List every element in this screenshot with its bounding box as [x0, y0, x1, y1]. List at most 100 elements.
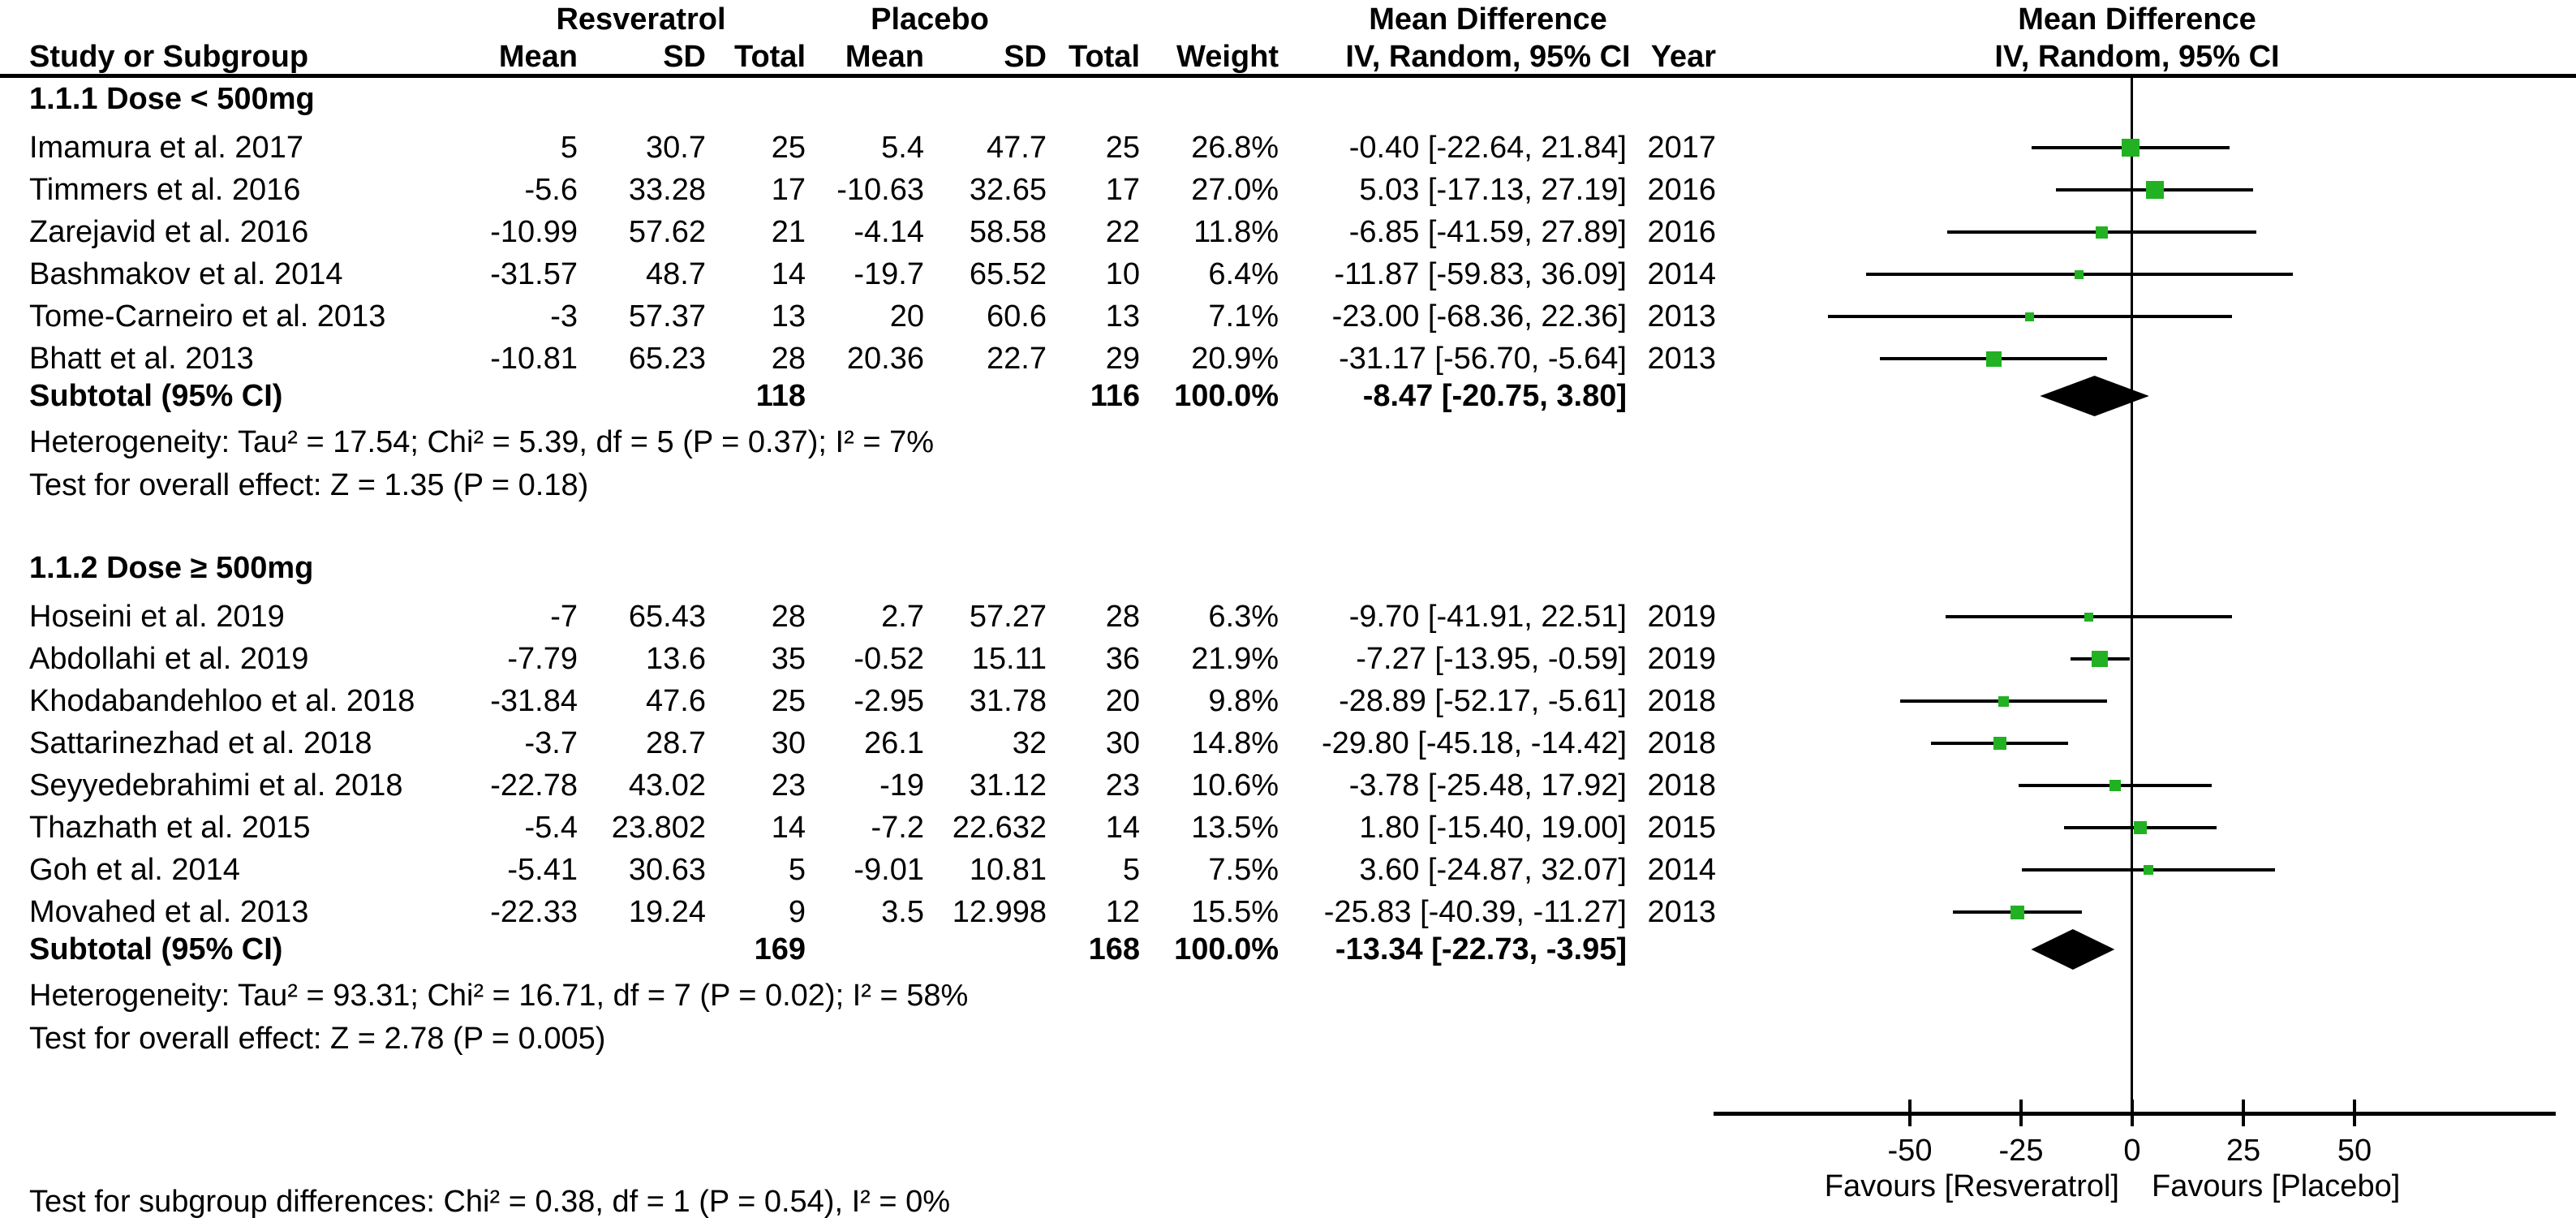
value-cell: 7.5%: [1208, 853, 1279, 887]
study-name: Subtotal (95% CI): [29, 379, 283, 413]
value-cell: 168: [1088, 932, 1140, 966]
value-cell: 20.36: [846, 342, 924, 376]
overall-effect-note: Test for overall effect: Z = 1.35 (P = 0…: [29, 468, 589, 502]
zero-effect-line: [2131, 78, 2133, 1112]
value-cell: 47.6: [646, 684, 706, 718]
value-cell: 6.3%: [1208, 600, 1279, 634]
value-cell: 2.7: [881, 600, 924, 634]
value-cell: 22: [1105, 215, 1140, 249]
favours-right-label: Favours [Placebo]: [2152, 1169, 2401, 1203]
value-cell: -2.95: [854, 684, 924, 718]
value-cell: 31.12: [969, 768, 1047, 803]
effect-square: [2084, 612, 2094, 622]
ci-text-cell: -31.17 [-56.70, -5.64]: [1339, 342, 1627, 376]
value-cell: 7.1%: [1208, 299, 1279, 334]
value-cell: -7.79: [507, 642, 578, 676]
year-cell: 2016: [1647, 173, 1716, 207]
effect-square: [1993, 737, 2006, 750]
x-axis-tick-label: 50: [2337, 1134, 2372, 1168]
value-cell: 20: [889, 299, 924, 334]
value-cell: 12: [1105, 895, 1140, 929]
value-cell: 21.9%: [1191, 642, 1279, 676]
value-cell: 10: [1105, 257, 1140, 291]
value-cell: -10.63: [836, 173, 924, 207]
value-cell: 15.11: [971, 642, 1047, 676]
effect-square: [2121, 139, 2139, 157]
effect-square: [2025, 312, 2035, 321]
year-cell: 2016: [1647, 215, 1716, 249]
effect-square: [2010, 905, 2024, 919]
ci-text-cell: -3.78 [-25.48, 17.92]: [1348, 768, 1627, 803]
value-cell: 9: [788, 895, 806, 929]
value-cell: -31.84: [490, 684, 578, 718]
value-cell: 19.24: [628, 895, 706, 929]
value-cell: 35: [771, 642, 806, 676]
column-header: Total: [1069, 40, 1140, 74]
favours-left-label: Favours [Resveratrol]: [1824, 1169, 2119, 1203]
value-cell: -0.52: [854, 642, 924, 676]
study-name: Khodabandehloo et al. 2018: [29, 684, 415, 718]
ci-text-cell: -9.70 [-41.91, 22.51]: [1348, 600, 1627, 634]
x-axis-tick: [2131, 1100, 2134, 1126]
header-divider-line: [0, 74, 2576, 78]
value-cell: -5.4: [524, 811, 578, 845]
year-cell: 2019: [1647, 642, 1716, 676]
ci-text-cell: 1.80 [-15.40, 19.00]: [1359, 811, 1627, 845]
value-cell: 65.23: [628, 342, 706, 376]
x-axis-tick-label: 25: [2226, 1134, 2261, 1168]
value-cell: 28: [771, 342, 806, 376]
value-cell: 57.37: [628, 299, 706, 334]
value-cell: 14: [1105, 811, 1140, 845]
value-cell: 26.8%: [1191, 131, 1279, 165]
value-cell: 25: [1105, 131, 1140, 165]
value-cell: 20: [1105, 684, 1140, 718]
ci-text-cell: -11.87 [-59.83, 36.09]: [1334, 257, 1627, 291]
value-cell: 13.5%: [1191, 811, 1279, 845]
mean-difference-header-left: Mean Difference: [1369, 2, 1607, 37]
value-cell: 9.8%: [1208, 684, 1279, 718]
subgroup-title: 1.1.1 Dose < 500mg: [29, 82, 315, 116]
effect-square: [2092, 651, 2109, 667]
year-cell: 2014: [1647, 853, 1716, 887]
effect-square: [2095, 226, 2108, 239]
overall-effect-note: Test for overall effect: Z = 2.78 (P = 0…: [29, 1022, 606, 1056]
study-name: Bhatt et al. 2013: [29, 342, 254, 376]
value-cell: -10.99: [490, 215, 578, 249]
value-cell: -9.01: [854, 853, 924, 887]
subgroup-title: 1.1.2 Dose ≥ 500mg: [29, 551, 314, 585]
iv-random-header-left: IV, Random, 95% CI: [1345, 40, 1631, 74]
value-cell: 25: [771, 131, 806, 165]
value-cell: 10.6%: [1191, 768, 1279, 803]
value-cell: 20.9%: [1191, 342, 1279, 376]
value-cell: 14: [771, 811, 806, 845]
study-name: Goh et al. 2014: [29, 853, 240, 887]
value-cell: 30: [1105, 726, 1140, 760]
value-cell: 57.27: [969, 600, 1047, 634]
pooled-diamond: [2031, 929, 2115, 970]
value-cell: 169: [754, 932, 806, 966]
value-cell: 58.58: [969, 215, 1047, 249]
x-axis-tick: [2353, 1100, 2356, 1126]
value-cell: 26.1: [864, 726, 924, 760]
x-axis-tick-label: 0: [2123, 1134, 2141, 1168]
column-header: Total: [734, 40, 806, 74]
treatment-group-header: Resveratrol: [556, 2, 726, 37]
value-cell: -7: [550, 600, 578, 634]
study-column-header: Study or Subgroup: [29, 40, 309, 74]
year-column-header: Year: [1650, 40, 1716, 74]
study-name: Timmers et al. 2016: [29, 173, 301, 207]
value-cell: 30.7: [646, 131, 706, 165]
value-cell: 11.8%: [1193, 215, 1279, 249]
value-cell: 100.0%: [1174, 379, 1279, 413]
study-name: Movahed et al. 2013: [29, 895, 309, 929]
value-cell: 22.7: [987, 342, 1047, 376]
value-cell: 33.28: [628, 173, 706, 207]
study-name: Imamura et al. 2017: [29, 131, 303, 165]
ci-text-cell: -23.00 [-68.36, 22.36]: [1331, 299, 1627, 334]
value-cell: 60.6: [987, 299, 1047, 334]
ci-text-cell: -13.34 [-22.73, -3.95]: [1335, 932, 1627, 966]
value-cell: 57.62: [628, 215, 706, 249]
value-cell: 118: [755, 379, 806, 413]
subgroup-difference-note: Test for subgroup differences: Chi² = 0.…: [29, 1185, 951, 1218]
value-cell: 6.4%: [1208, 257, 1279, 291]
